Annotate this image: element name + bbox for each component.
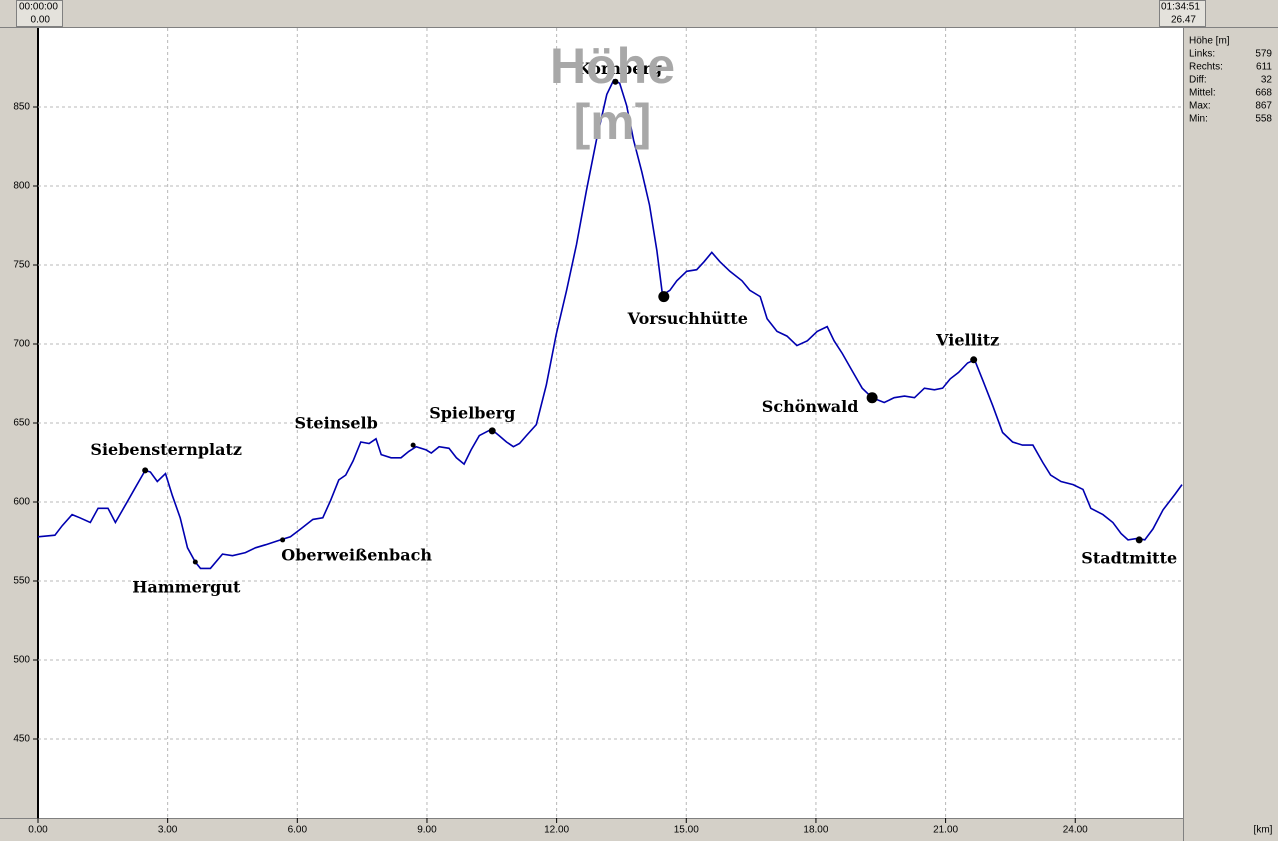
stat-label: Links: [1189,49,1215,60]
waypoint-label: Kornberg [577,59,662,78]
stat-value: 611 [1256,62,1272,73]
waypoint-label: Steinselb [294,414,377,433]
waypoint-label: Schönwald [762,397,859,416]
waypoint [142,467,149,474]
y-tick-label: 800 [13,181,30,192]
waypoint-label: Spielberg [429,403,515,422]
stat-value: 32 [1261,75,1273,86]
y-tick-label: 550 [13,576,30,587]
x-tick-label: 6.00 [288,825,308,836]
y-tick-label: 500 [13,655,30,666]
stat-label: Min: [1189,114,1208,125]
start-box [16,0,63,27]
waypoint [658,291,670,303]
waypoint [410,442,416,448]
start-time: 00:00:00 [19,2,58,13]
x-tick-label: 24.00 [1063,825,1088,836]
elevation-line [37,79,1183,570]
stat-value: 668 [1255,88,1272,99]
y-axis-label: Höhe [m] [550,38,675,150]
stats-title: Höhe [m] [1189,36,1230,47]
y-tick-label: 450 [13,734,30,745]
y-tick-label: 650 [13,418,30,429]
waypoint [1135,536,1143,544]
x-tick-label: 3.00 [158,825,178,836]
waypoint [612,78,619,85]
stat-value: 558 [1255,114,1272,125]
stat-value: 867 [1255,101,1272,112]
waypoint [192,559,198,565]
waypoint [488,427,496,435]
x-tick-label: 21.00 [933,825,958,836]
end-km: 26.47 [1171,15,1196,26]
stat-label: Max: [1189,101,1211,112]
x-tick-label: 0.00 [28,825,48,836]
x-tick-label: 18.00 [803,825,828,836]
x-unit: [km] [1254,825,1273,836]
x-tick-label: 12.00 [544,825,569,836]
y-tick-label: 850 [13,102,30,113]
waypoint-label: Viellitz [935,330,999,349]
waypoint [280,537,286,543]
waypoint [866,392,878,404]
stat-label: Diff: [1189,75,1207,86]
end-time: 01:34:51 [1161,2,1200,13]
waypoint-label: Vorsuchhütte [627,309,748,328]
y-tick-label: 750 [13,260,30,271]
start-km: 0.00 [31,15,51,26]
waypoint-label: Siebensternplatz [90,440,242,459]
x-tick-label: 9.00 [417,825,437,836]
waypoint-label: Stadtmitte [1081,548,1177,567]
x-tick-label: 15.00 [674,825,699,836]
y-tick-label: 600 [13,497,30,508]
stat-label: Mittel: [1189,88,1216,99]
waypoint-label: Hammergut [132,578,241,597]
y-tick-label: 700 [13,339,30,350]
stat-label: Rechts: [1189,62,1223,73]
waypoint [970,356,978,364]
waypoint-label: Oberweißenbach [281,545,432,564]
end-box [1159,0,1206,27]
stat-value: 579 [1255,49,1272,60]
top-bar [0,0,1278,28]
